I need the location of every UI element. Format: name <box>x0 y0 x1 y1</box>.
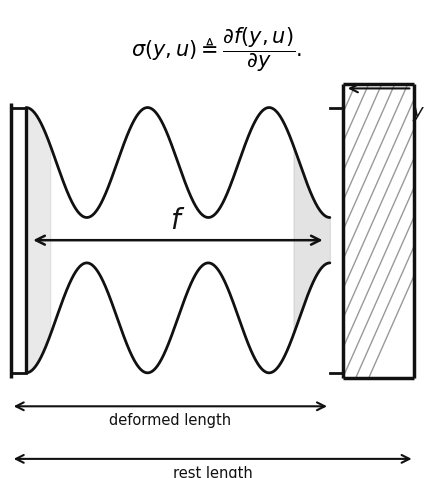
Text: $\sigma(y, u) \triangleq \dfrac{\partial f(y, u)}{\partial y}.$: $\sigma(y, u) \triangleq \dfrac{\partial… <box>132 26 302 75</box>
Text: rest length: rest length <box>173 466 253 478</box>
Text: deformed length: deformed length <box>109 413 231 428</box>
Text: $f$: $f$ <box>170 208 186 235</box>
Text: $y$: $y$ <box>412 105 426 123</box>
